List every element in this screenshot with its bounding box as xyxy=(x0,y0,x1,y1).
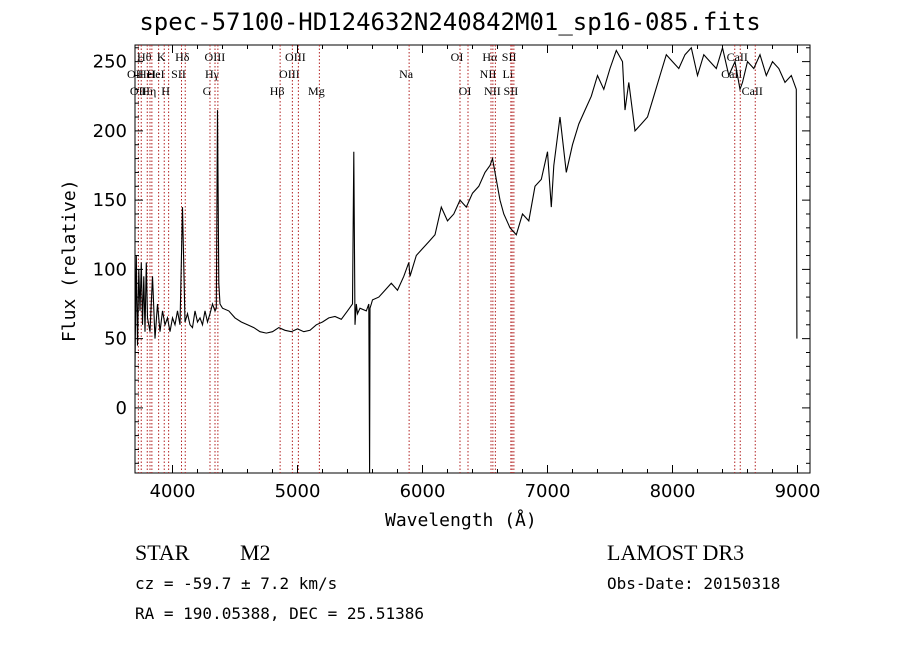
spectral-line-label: OIII xyxy=(205,50,226,64)
y-axis-label: Flux (relative) xyxy=(59,179,80,342)
coordinates: RA = 190.05388, DEC = 25.51386 xyxy=(135,604,424,623)
spectral-line-label: Hβ xyxy=(270,84,285,98)
spectral-line-label: Hγ xyxy=(205,67,220,81)
y-tick-label: 50 xyxy=(104,329,127,350)
spectral-line-label: OII xyxy=(130,84,147,98)
y-tick-label: 200 xyxy=(93,121,127,142)
spectral-line-label: G xyxy=(203,84,212,98)
x-tick-label: 4000 xyxy=(150,481,196,502)
x-tick-label: 7000 xyxy=(525,481,571,502)
spectral-line-label: SII xyxy=(504,84,519,98)
spectral-line-label: NII xyxy=(480,67,497,81)
series-layer xyxy=(134,45,798,474)
spectral-line-label: Hδ xyxy=(175,50,190,64)
spectral-line-label: CaII xyxy=(727,50,748,64)
spectral-line-label: HeI xyxy=(147,67,165,81)
observation-date: Obs-Date: 20150318 xyxy=(607,574,781,593)
spectral-line-label: NII xyxy=(484,84,501,98)
spectral-lines-layer: OIIOIIHθHeIHηHeIKHSIIHδGHγOIIIHβOIIIOIII… xyxy=(127,45,763,473)
x-tick-label: 5000 xyxy=(275,481,321,502)
spectral-line-label: Hθ xyxy=(137,50,152,64)
y-tick-label: 0 xyxy=(116,398,127,419)
spectral-line-label: SII xyxy=(171,67,186,81)
y-tick-label: 150 xyxy=(93,190,127,211)
spectral-line-label: OIII xyxy=(279,67,300,81)
x-tick-label: 9000 xyxy=(775,481,821,502)
x-axis-label: Wavelength (Å) xyxy=(385,510,537,531)
axis-ticks-layer: 4000 5000 6000 7000 8000 9000 0 50 100 150 200 250 xyxy=(93,45,821,502)
spectral-line-label: Hη xyxy=(141,84,156,98)
chart-title: spec-57100-HD124632N240842M01_sp16-085.f… xyxy=(139,8,761,36)
spectral-line-label: Na xyxy=(399,67,414,81)
spectral-line-label: Hα xyxy=(482,50,498,64)
spectral-line-label: CaII xyxy=(742,84,763,98)
spectral-line-label: OI xyxy=(459,84,472,98)
x-tick-label: 6000 xyxy=(400,481,446,502)
spectral-line-label: OII xyxy=(127,67,144,81)
spectral-line-label: OI xyxy=(451,50,464,64)
plot-frame xyxy=(134,44,811,474)
object-class: STAR xyxy=(135,540,190,565)
survey-name: LAMOST DR3 xyxy=(607,540,745,565)
spectral-line-label: Li xyxy=(503,67,514,81)
object-subclass: M2 xyxy=(240,540,271,565)
y-tick-label: 250 xyxy=(93,52,127,73)
x-tick-label: 8000 xyxy=(650,481,696,502)
spectral-line-label: H xyxy=(161,84,170,98)
y-tick-label: 100 xyxy=(93,259,127,280)
redshift-velocity: cz = -59.7 ± 7.2 km/s xyxy=(135,574,338,593)
spectrum-line xyxy=(134,45,798,474)
spectral-line-label: K xyxy=(157,50,166,64)
spectral-line-label: SII xyxy=(502,50,517,64)
spectral-line-label: OIII xyxy=(285,50,306,64)
spectral-line-label: Mg xyxy=(308,84,325,98)
